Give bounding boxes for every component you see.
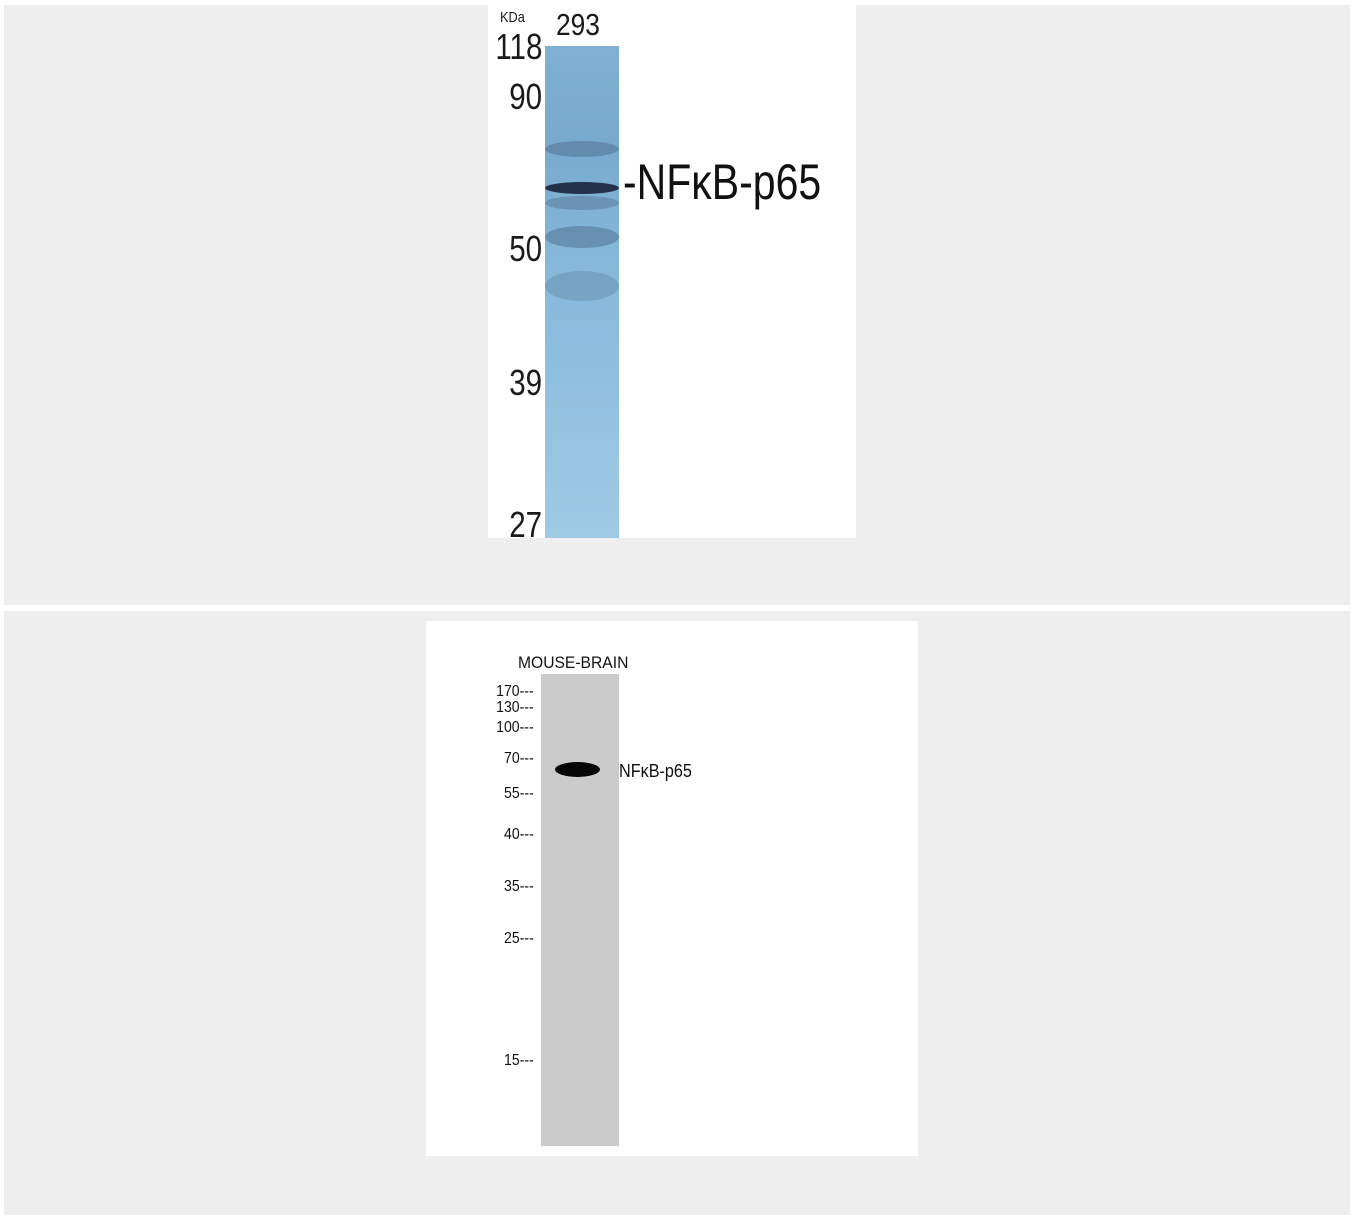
target-band: [545, 182, 619, 194]
lane-label: MOUSE-BRAIN: [518, 653, 629, 672]
protein-label: NFκB-p65: [619, 761, 692, 781]
western-blot-293: KDa 293 118 90 50 39 27 -NFκB-p65: [488, 5, 856, 538]
marker-27: 27: [509, 504, 542, 539]
marker-70: 70---: [504, 750, 534, 767]
lane-label: 293: [556, 7, 600, 42]
marker-118: 118: [494, 26, 542, 67]
marker-50: 50: [509, 228, 542, 269]
protein-label: -NFκB-p65: [623, 154, 822, 210]
blot-lane: [541, 674, 619, 1146]
marker-15: 15---: [504, 1052, 534, 1069]
marker-130: 130---: [496, 699, 534, 716]
unit-label: KDa: [500, 9, 525, 26]
faint-band-lower: [545, 226, 619, 248]
marker-55: 55---: [504, 785, 534, 802]
marker-100: 100---: [496, 719, 534, 736]
cell-divider: [4, 605, 1350, 611]
western-blot-mouse-brain: MOUSE-BRAIN 170--- 130--- 100--- 70--- 5…: [426, 621, 918, 1156]
faint-band-upper: [545, 141, 619, 157]
marker-170: 170---: [496, 683, 534, 700]
blot-lane: [545, 46, 619, 538]
marker-35: 35---: [504, 878, 534, 895]
marker-39: 39: [509, 362, 542, 403]
marker-90: 90: [509, 76, 542, 117]
smear-band: [545, 271, 619, 301]
faint-band-mid: [545, 196, 619, 210]
target-band: [555, 762, 600, 777]
marker-40: 40---: [504, 826, 534, 843]
marker-25: 25---: [504, 930, 534, 947]
